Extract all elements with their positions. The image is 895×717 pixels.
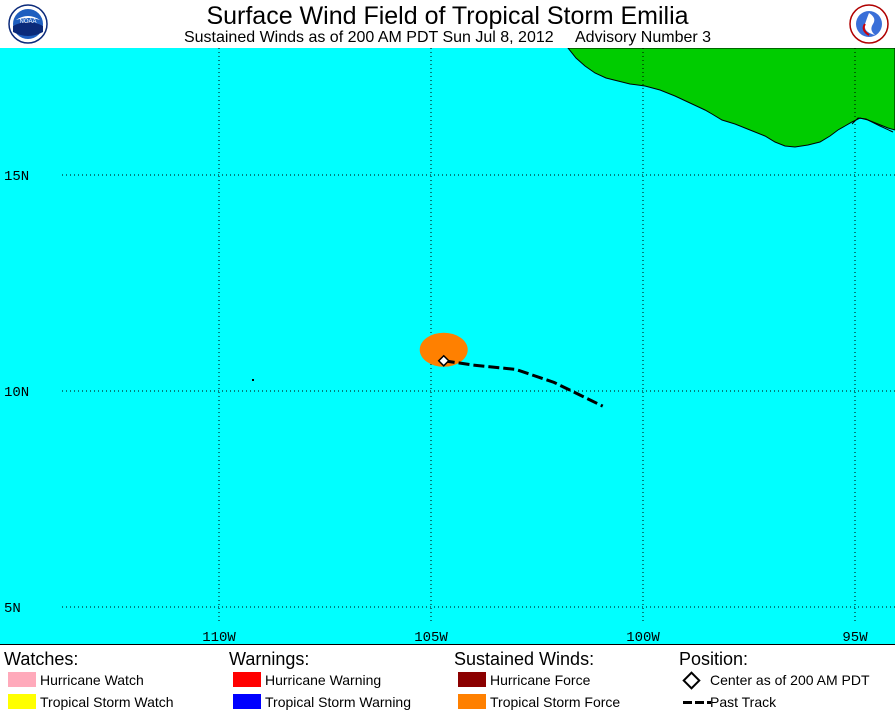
lat-lon-labels: 15N 10N 5N 110W 105W 100W 95W [4, 169, 868, 644]
legend-heading-position: Position: [679, 649, 749, 669]
wind-field [419, 332, 468, 367]
hurricane-watch-swatch [8, 672, 36, 687]
legend-warnings: Warnings: Hurricane Warning Tropical Sto… [229, 645, 449, 717]
tropical-storm-warning-swatch [233, 694, 261, 709]
storm-center-marker [437, 354, 450, 367]
noaa-logo: NOAA [8, 4, 48, 44]
legend-label: Tropical Storm Warning [265, 694, 412, 710]
legend: Watches: Hurricane Watch Tropical Storm … [0, 644, 895, 717]
longitude-label: 110W [202, 630, 236, 644]
latitude-label: 15N [4, 169, 29, 185]
legend-label: Hurricane Warning [265, 672, 382, 688]
latitude-label: 10N [4, 385, 29, 401]
latitude-label: 5N [4, 601, 21, 617]
legend-label: Hurricane Watch [40, 672, 144, 688]
page-subtitle: Sustained Winds as of 200 AM PDT Sun Jul… [183, 29, 712, 46]
hurricane-warning-swatch [233, 672, 261, 687]
legend-position: Position: Center as of 200 AM PDT Past T… [679, 645, 893, 717]
longitude-label: 105W [414, 630, 448, 644]
storm-center [437, 354, 450, 367]
header: NOAA Surface Wind Field of Tropical Stor… [0, 0, 895, 48]
national-weather-service-logo [849, 4, 889, 44]
legend-sustained-winds: Sustained Winds: Hurricane Force Tropica… [454, 645, 674, 717]
legend-label: Hurricane Force [490, 672, 591, 688]
dashed-line-icon [683, 701, 711, 704]
storm-map: 15N 10N 5N 110W 105W 100W 95W [0, 48, 895, 644]
legend-heading-sustained-winds: Sustained Winds: [454, 649, 595, 669]
coast-detail [851, 117, 894, 133]
legend-watches: Watches: Hurricane Watch Tropical Storm … [4, 645, 224, 717]
svg-text:NOAA: NOAA [19, 19, 36, 25]
legend-label: Past Track [710, 694, 777, 710]
hurricane-force-swatch [458, 672, 486, 687]
longitude-label: 100W [626, 630, 660, 644]
legend-label: Center as of 200 AM PDT [710, 672, 870, 688]
past-track-line [443, 359, 604, 408]
legend-heading-warnings: Warnings: [229, 649, 310, 669]
legend-heading-watches: Watches: [4, 649, 79, 669]
diamond-icon [682, 671, 701, 690]
legend-label: Tropical Storm Force [490, 694, 621, 710]
tropical-storm-watch-swatch [8, 694, 36, 709]
longitude-label: 95W [842, 630, 868, 644]
past-track [443, 359, 604, 408]
legend-label: Tropical Storm Watch [40, 694, 174, 710]
island-dot [252, 379, 254, 381]
page-title: Surface Wind Field of Tropical Storm Emi… [206, 2, 689, 30]
tropical-storm-force-swatch [458, 694, 486, 709]
tropical-storm-force-wind-area [419, 332, 468, 367]
